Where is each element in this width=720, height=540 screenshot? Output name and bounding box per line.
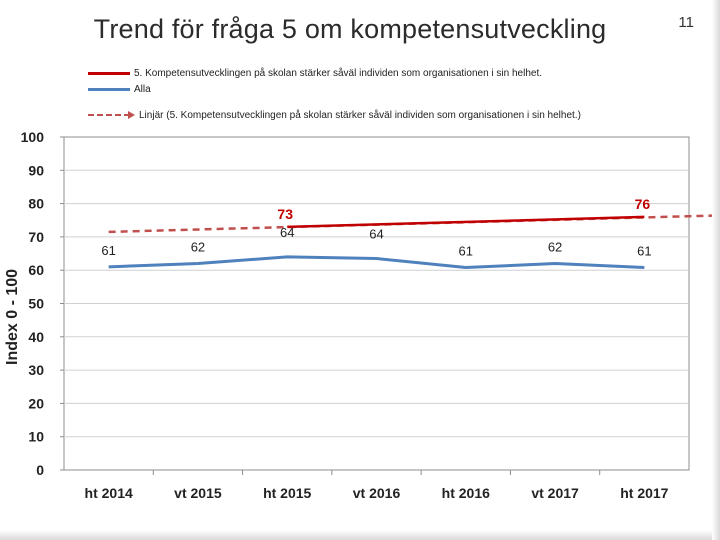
y-tick-label: 100 [21,129,45,145]
legend-label: 5. Kompetensutvecklingen på skolan stärk… [134,67,543,79]
legend-swatch-red [88,71,130,75]
legend-label: Alla [134,83,151,95]
legend-item-trendline: Linjär (5. Kompetensutvecklingen på skol… [88,106,581,124]
x-tick-label: ht 2015 [263,485,311,501]
shadow-edge [712,0,720,540]
y-tick-label: 20 [28,395,44,411]
legend-item-series-5: 5. Kompetensutvecklingen på skolan stärk… [88,64,542,82]
x-tick-label: ht 2016 [442,485,490,501]
data-label-question-5: 76 [635,196,651,212]
legend-swatch-dashed [88,114,130,116]
data-label-alla: 62 [548,240,562,255]
y-tick-label: 70 [28,229,44,245]
x-tick-label: vt 2015 [174,485,222,501]
series-line-alla [108,255,645,270]
x-tick-label: ht 2017 [620,485,668,501]
data-label-alla: 62 [191,240,205,255]
y-tick-label: 0 [36,462,44,478]
data-label-question-5: 73 [277,206,293,222]
y-tick-label: 90 [28,162,44,178]
legend-swatch-blue [88,87,130,91]
arrow-icon [128,111,135,119]
data-label-alla: 64 [369,227,383,242]
data-label-alla: 61 [459,244,473,259]
x-tick-label: vt 2016 [353,485,401,501]
legend-label: Linjär (5. Kompetensutvecklingen på skol… [139,109,581,121]
trend-line [108,211,720,234]
series-line-question-5 [287,215,645,229]
data-label-alla: 61 [637,244,651,259]
chart-title: Trend för fråga 5 om kompetensutveckling [93,14,607,44]
y-tick-label: 30 [28,362,44,378]
x-tick-label: vt 2017 [531,485,579,501]
y-tick-label: 10 [28,429,44,445]
y-tick-label: 40 [28,329,44,345]
x-tick-label: ht 2014 [85,485,133,501]
data-label-alla: 64 [280,225,294,240]
shadow-edge [0,530,720,540]
data-label-alla: 61 [101,243,115,258]
page-number: 11 [678,14,694,31]
y-tick-label: 60 [28,262,44,278]
y-tick-label: 50 [28,296,44,312]
y-tick-label: 80 [28,196,44,212]
legend-item-alla: Alla [88,80,151,98]
